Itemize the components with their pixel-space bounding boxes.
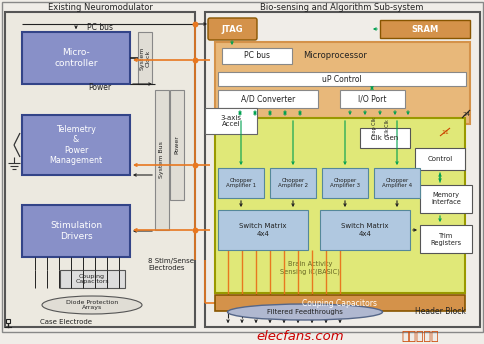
Text: Clk Gen: Clk Gen [371, 135, 398, 141]
Bar [205, 108, 257, 134]
Bar [319, 210, 409, 250]
Bar [60, 270, 125, 288]
Bar [217, 168, 263, 198]
Bar [214, 295, 464, 311]
Text: Chop Clk: Chop Clk [372, 117, 377, 139]
Text: Switch Matrix
4x4: Switch Matrix 4x4 [239, 224, 286, 237]
Text: Brain Activity
Sensing IC(BASIC): Brain Activity Sensing IC(BASIC) [279, 261, 339, 275]
Text: PC bus: PC bus [87, 23, 113, 32]
Text: System Bus: System Bus [159, 142, 164, 179]
Bar [373, 168, 419, 198]
Bar [214, 118, 464, 293]
Text: Power: Power [88, 83, 111, 92]
Bar [22, 205, 130, 257]
Text: Power: Power [174, 136, 179, 154]
Text: 电子发烧友: 电子发烧友 [400, 331, 438, 344]
Text: Trim
Registers: Trim Registers [430, 233, 461, 246]
Bar [217, 72, 465, 86]
Text: Bio-sensing and Algorithm Sub-system: Bio-sensing and Algorithm Sub-system [260, 2, 423, 11]
Bar [414, 148, 464, 170]
Bar [419, 225, 471, 253]
Text: Chopper
Amplifier 4: Chopper Amplifier 4 [381, 178, 411, 189]
Bar [379, 20, 469, 38]
Text: Telemetry
&
Power
Management: Telemetry & Power Management [49, 125, 102, 165]
Bar [6, 319, 10, 323]
Bar [419, 185, 471, 213]
Text: Header Block: Header Block [414, 308, 465, 316]
Bar [270, 168, 316, 198]
Text: JTAG: JTAG [221, 24, 242, 33]
Ellipse shape [42, 296, 142, 314]
Bar [22, 115, 130, 175]
Text: 11: 11 [440, 129, 448, 135]
Text: Stimulation
Drivers: Stimulation Drivers [50, 221, 102, 241]
Bar [339, 90, 404, 108]
Bar [217, 210, 307, 250]
Text: I/O Port: I/O Port [357, 95, 385, 104]
Text: elecfans.com: elecfans.com [256, 331, 343, 344]
Text: System
Clock: System Clock [139, 46, 150, 70]
Text: Chopper
Amplifier 2: Chopper Amplifier 2 [277, 178, 307, 189]
Bar [214, 42, 469, 124]
Text: Existing Neuromodulator: Existing Neuromodulator [47, 2, 152, 11]
Bar [170, 90, 183, 200]
Text: Switch Matrix
4x4: Switch Matrix 4x4 [341, 224, 388, 237]
Text: Chopper
Amplifier 1: Chopper Amplifier 1 [226, 178, 256, 189]
Bar [217, 90, 318, 108]
Text: Control: Control [426, 156, 452, 162]
Bar [138, 32, 151, 84]
Text: Filtered Feedthroughs: Filtered Feedthroughs [267, 309, 342, 315]
Bar [22, 32, 130, 84]
Bar [321, 168, 367, 198]
Text: Case Electrode: Case Electrode [40, 319, 92, 325]
Text: Micro-
controller: Micro- controller [54, 48, 98, 68]
Text: SRAM: SRAM [410, 24, 438, 33]
FancyBboxPatch shape [208, 18, 257, 40]
Bar [205, 12, 479, 327]
Ellipse shape [227, 304, 382, 320]
Text: Memory
Interface: Memory Interface [430, 193, 460, 205]
Text: Microprocessor: Microprocessor [302, 52, 366, 61]
Text: 3-axis
Accel: 3-axis Accel [220, 115, 241, 128]
Bar [359, 128, 409, 148]
Text: 24: 24 [462, 112, 470, 118]
Text: Chopper
Amplifier 3: Chopper Amplifier 3 [329, 178, 359, 189]
Text: 8 Stim/Sense
Electrodes: 8 Stim/Sense Electrodes [148, 258, 194, 271]
Text: PC bus: PC bus [243, 52, 270, 61]
Bar [155, 90, 168, 230]
Text: Clk Clk: Clk Clk [385, 120, 390, 136]
Text: Couping Capacitors: Couping Capacitors [302, 299, 377, 308]
Text: uP Control: uP Control [321, 75, 361, 84]
Bar [5, 12, 195, 327]
Text: Diode Protection
Arrays: Diode Protection Arrays [66, 300, 118, 310]
Text: Couping
Capacitors: Couping Capacitors [75, 273, 108, 284]
Text: A/D Converter: A/D Converter [241, 95, 295, 104]
Bar [222, 48, 291, 64]
